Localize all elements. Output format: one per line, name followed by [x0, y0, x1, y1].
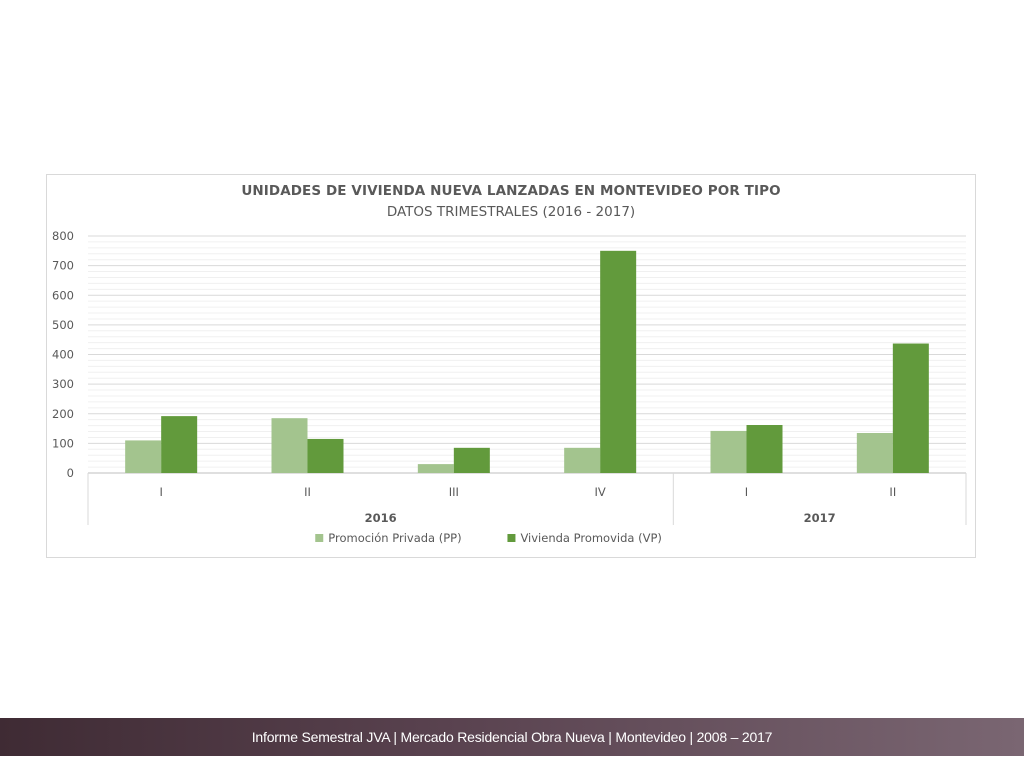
group-label: 2017 — [804, 511, 836, 525]
x-tick-label: II — [889, 485, 896, 499]
bar-pp — [710, 430, 747, 473]
bar-vp — [746, 425, 783, 473]
y-tick-label: 0 — [67, 466, 74, 480]
x-tick-label: I — [159, 485, 162, 499]
bar-vp — [161, 416, 198, 473]
bar-vp — [600, 250, 637, 473]
chart-subtitle: DATOS TRIMESTRALES (2016 - 2017) — [386, 204, 636, 220]
y-tick-label: 800 — [52, 229, 74, 243]
footer-band: Informe Semestral JVA | Mercado Residenc… — [0, 718, 1024, 756]
bar-pp — [856, 433, 893, 473]
y-tick-label: 600 — [52, 288, 74, 302]
bar-vp — [307, 438, 344, 473]
legend-swatch — [315, 534, 324, 542]
chart-title: UNIDADES DE VIVIENDA NUEVA LANZADAS EN M… — [241, 183, 781, 199]
y-tick-label: 500 — [52, 318, 74, 332]
x-tick-label: III — [449, 485, 459, 499]
y-tick-label: 100 — [52, 436, 74, 450]
bar-vp — [892, 343, 929, 473]
y-tick-label: 700 — [52, 259, 74, 273]
legend-swatch — [507, 534, 516, 542]
bar-pp — [125, 440, 162, 473]
legend-label: Promoción Privada (PP) — [328, 531, 461, 545]
chart-frame: UNIDADES DE VIVIENDA NUEVA LANZADAS EN M… — [46, 174, 976, 558]
x-tick-label: II — [304, 485, 311, 499]
footer-text: Informe Semestral JVA | Mercado Residenc… — [251, 729, 773, 745]
bar-vp — [453, 447, 490, 473]
y-tick-label: 400 — [52, 348, 74, 362]
bar-pp — [417, 464, 454, 473]
legend-label: Vivienda Promovida (VP) — [520, 531, 661, 545]
y-tick-label: 300 — [52, 377, 74, 391]
bar-pp — [271, 418, 308, 473]
y-tick-label: 200 — [52, 407, 74, 421]
bar-pp — [564, 447, 601, 473]
group-label: 2016 — [365, 511, 397, 525]
x-tick-label: I — [745, 485, 748, 499]
x-tick-label: IV — [595, 485, 606, 499]
